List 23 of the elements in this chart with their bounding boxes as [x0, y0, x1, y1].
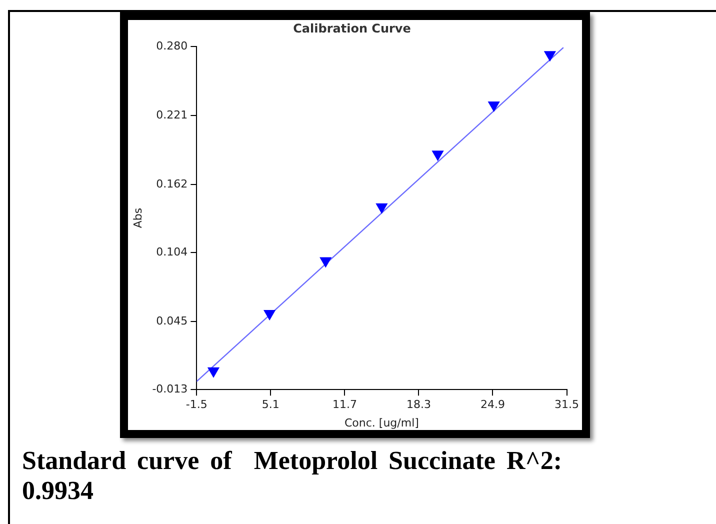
point: [432, 150, 444, 161]
point: [208, 367, 220, 378]
text: Standard curve of Metoprolol Succinate R^2: 0.9934: [22, 446, 562, 506]
x-tick-label: 18.3: [406, 398, 431, 412]
x-tick-label: 24.9: [480, 398, 505, 412]
point: [376, 203, 388, 214]
x-tick-label: 5.1: [262, 398, 280, 412]
point: [544, 51, 556, 62]
y-tick-label: 0.221: [156, 108, 188, 122]
point: [264, 310, 276, 320]
y-tick-label: -0.013: [152, 382, 188, 396]
x-axis-title: Conc. [ug/ml]: [344, 416, 419, 430]
y-axis-title: Abs: [131, 208, 144, 228]
chart-title: Calibration Curve: [293, 21, 411, 36]
point: [320, 257, 332, 268]
point: [488, 101, 500, 112]
x-tick-label: 11.7: [332, 398, 357, 412]
y-tick-label: 0.280: [156, 39, 188, 52]
x-tick-label: 31.5: [554, 398, 580, 412]
y-tick-label: 0.104: [156, 245, 188, 258]
y-tick-label: 0.045: [156, 314, 188, 328]
x-tick-label: -1.5: [186, 398, 208, 412]
y-tick-label: 0.162: [156, 177, 188, 190]
